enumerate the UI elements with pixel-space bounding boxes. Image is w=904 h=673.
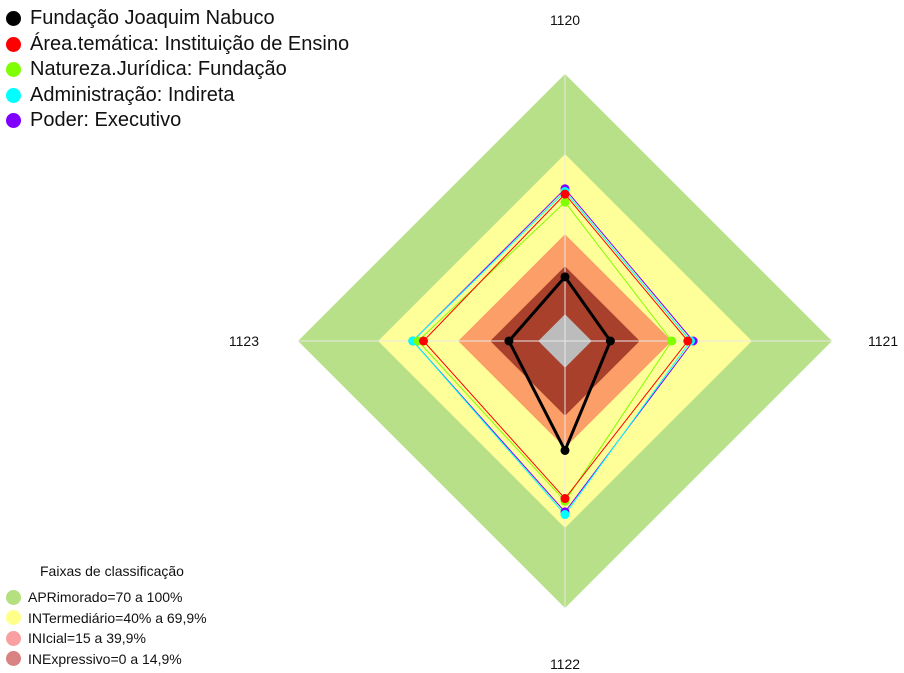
axis-grid [298, 74, 832, 608]
legend-label: Fundação Joaquim Nabuco [30, 7, 275, 30]
series-point-2-1120 [560, 197, 570, 207]
legend-label: Área.temática: Instituição de Ensino [30, 32, 350, 55]
bands-legend-title: Faixas de classificação [40, 563, 184, 579]
axis-label-1121: 1121 [868, 333, 898, 349]
band-label: INIcial=15 a 39,9% [28, 630, 146, 647]
series-point-1-1123 [418, 336, 428, 346]
legend-marker [6, 113, 21, 129]
band-item: APRimorado=70 a 100% [6, 587, 207, 608]
band-marker [6, 589, 21, 605]
band-marker [6, 651, 21, 667]
legend-item: Natureza.Jurídica: Fundação [6, 57, 349, 83]
band-marker [6, 610, 21, 626]
legend-label: Administração: Indireta [30, 83, 235, 106]
band-item: INTermediário=40% a 69,9% [6, 608, 207, 629]
axis-label-1120: 1120 [550, 12, 580, 28]
axis-label-1123: 1123 [229, 333, 259, 349]
series-point-3-1122 [560, 510, 570, 520]
band-label: INTermediário=40% a 69,9% [28, 609, 207, 626]
legend-item: Área.temática: Instituição de Ensino [6, 32, 349, 58]
series-point-0-1120 [560, 272, 570, 282]
band-marker [6, 630, 21, 646]
legend-marker [6, 36, 21, 52]
legend-item: Poder: Executivo [6, 108, 349, 134]
series-point-0-1122 [560, 445, 570, 455]
bands-legend: Faixas de classificação APRimorado=70 a … [6, 563, 207, 669]
legend-label: Natureza.Jurídica: Fundação [30, 58, 287, 81]
legend-marker [6, 62, 21, 78]
series-point-1-1121 [683, 336, 693, 346]
legend-marker [6, 11, 21, 27]
band-item: INIcial=15 a 39,9% [6, 628, 207, 649]
legend-marker [6, 87, 21, 103]
legend-item: Fundação Joaquim Nabuco [6, 6, 349, 32]
band-label: APRimorado=70 a 100% [28, 589, 183, 606]
series-point-1-1120 [560, 189, 570, 199]
axis-label-1122: 1122 [550, 656, 580, 672]
series-point-0-1121 [605, 336, 615, 346]
band-label: INExpressivo=0 a 14,9% [28, 650, 182, 667]
series-point-0-1123 [504, 336, 514, 346]
legend-label: Poder: Executivo [30, 109, 182, 132]
legend-item: Administração: Indireta [6, 83, 349, 109]
series-point-1-1122 [560, 494, 570, 504]
band-item: INExpressivo=0 a 14,9% [6, 649, 207, 670]
series-points [408, 184, 698, 520]
series-legend: Fundação Joaquim Nabuco Área.temática: I… [6, 6, 349, 134]
series-point-2-1121 [667, 336, 677, 346]
